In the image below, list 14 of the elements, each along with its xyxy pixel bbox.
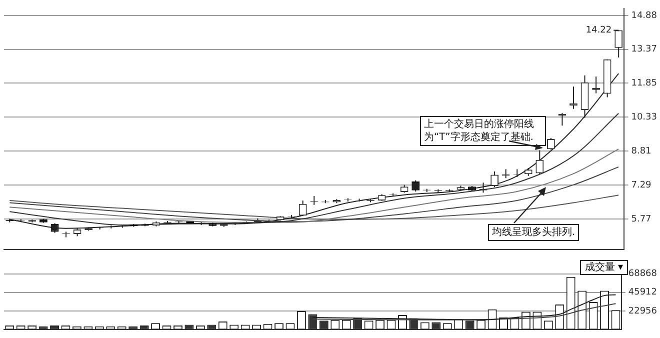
y-tick-label: 11.85	[631, 78, 657, 89]
y-tick-label: 13.37	[631, 44, 657, 55]
y-tick-label: 45912	[628, 288, 658, 298]
y-tick-label: 10.33	[631, 112, 657, 123]
y-tick-label: 22956	[628, 306, 658, 316]
y-tick-label: 68868	[628, 269, 658, 280]
annotation: 上一个交易日的涨停阳线为“T”字形态奠定了基础.	[420, 116, 546, 146]
y-tick-label: 7.29	[631, 180, 652, 190]
y-tick-label: 8.81	[631, 146, 652, 156]
y-tick-label: 5.77	[631, 214, 652, 224]
annotation: 14.22	[586, 26, 612, 36]
annotation: 成交量 ▾	[580, 260, 628, 275]
annotation: 均线呈现多头排列.	[488, 224, 580, 241]
y-tick-label: 14.88	[631, 10, 658, 21]
